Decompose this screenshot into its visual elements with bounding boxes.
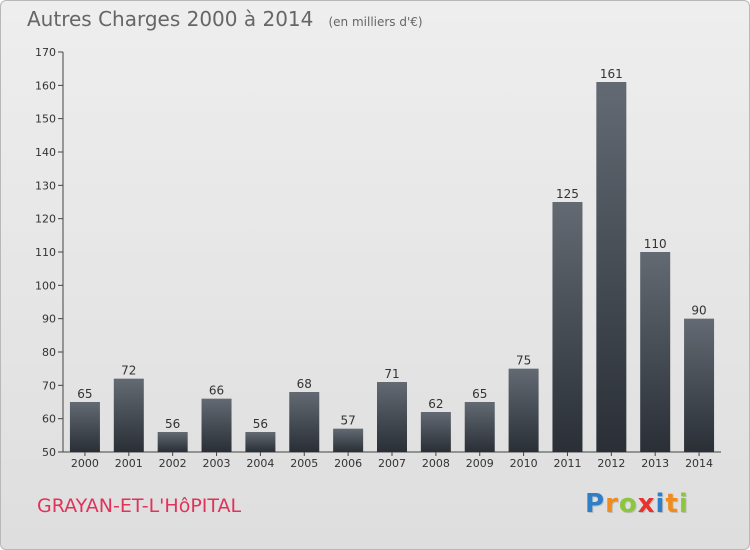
bar-value-label: 65 [472, 387, 487, 401]
bar [640, 252, 671, 452]
chart-title-unit: (en milliers d'€) [328, 15, 423, 29]
y-tick-label: 140 [35, 146, 56, 159]
y-tick-label: 70 [42, 379, 56, 392]
y-tick-label: 120 [35, 213, 56, 226]
x-tick-label: 2013 [641, 457, 669, 470]
bar [377, 382, 407, 452]
bar [508, 368, 539, 452]
y-tick-label: 130 [35, 179, 56, 192]
y-tick-label: 80 [42, 346, 56, 359]
x-tick-label: 2005 [290, 457, 318, 470]
y-tick-label: 60 [42, 413, 56, 426]
bar [289, 392, 320, 452]
x-tick-label: 2000 [71, 457, 99, 470]
logo-letter: x [637, 489, 656, 519]
bar [596, 82, 627, 452]
logo-letter: i [678, 489, 689, 519]
bar [464, 402, 495, 452]
x-tick-label: 2004 [246, 457, 274, 470]
bar-value-label: 75 [516, 354, 531, 368]
commune-name: GRAYAN-ET-L'HôPITAL [37, 495, 242, 517]
bar-value-label: 56 [253, 417, 268, 431]
x-tick-label: 2002 [159, 457, 187, 470]
bar-value-label: 110 [644, 237, 667, 251]
bar-value-label: 56 [165, 417, 180, 431]
bar [684, 318, 715, 452]
bar-value-label: 72 [121, 364, 136, 378]
bar-value-label: 57 [340, 414, 355, 428]
x-tick-label: 2007 [378, 457, 406, 470]
bar [420, 412, 451, 452]
bar [69, 402, 100, 452]
x-tick-label: 2010 [510, 457, 538, 470]
bar-value-label: 65 [77, 387, 92, 401]
x-tick-label: 2008 [422, 457, 450, 470]
y-tick-label: 160 [35, 79, 56, 92]
bar [157, 432, 188, 452]
bar-value-label: 71 [384, 367, 399, 381]
logo-letter: t [665, 489, 679, 519]
logo-letter: i [655, 489, 666, 519]
bar-value-label: 68 [297, 377, 312, 391]
bar [201, 398, 232, 452]
bar [245, 432, 276, 452]
y-tick-label: 50 [42, 446, 56, 459]
bar [552, 202, 583, 452]
y-tick-label: 110 [35, 246, 56, 259]
y-tick-label: 100 [35, 279, 56, 292]
logo-letter: P [585, 489, 606, 519]
y-tick-label: 150 [35, 113, 56, 126]
chart-title-main: Autres Charges 2000 à 2014 [27, 7, 314, 31]
bar [333, 428, 364, 452]
bar-value-label: 90 [691, 304, 706, 318]
bar-value-label: 161 [600, 67, 623, 81]
logo-letter: r [605, 489, 619, 519]
x-tick-label: 2014 [685, 457, 713, 470]
x-tick-label: 2009 [466, 457, 494, 470]
bar-value-label: 125 [556, 187, 579, 201]
logo-letter: o [618, 489, 638, 519]
bar-value-label: 62 [428, 397, 443, 411]
x-tick-label: 2012 [597, 457, 625, 470]
x-tick-label: 2006 [334, 457, 362, 470]
x-tick-label: 2011 [553, 457, 581, 470]
bar-value-label: 66 [209, 384, 224, 398]
y-tick-label: 170 [35, 46, 56, 59]
proxiti-logo: Proxiti [585, 489, 689, 519]
x-tick-label: 2001 [115, 457, 143, 470]
y-tick-label: 90 [42, 313, 56, 326]
chart-title: Autres Charges 2000 à 2014 (en milliers … [27, 7, 423, 31]
bar [113, 378, 144, 452]
x-tick-label: 2003 [203, 457, 231, 470]
